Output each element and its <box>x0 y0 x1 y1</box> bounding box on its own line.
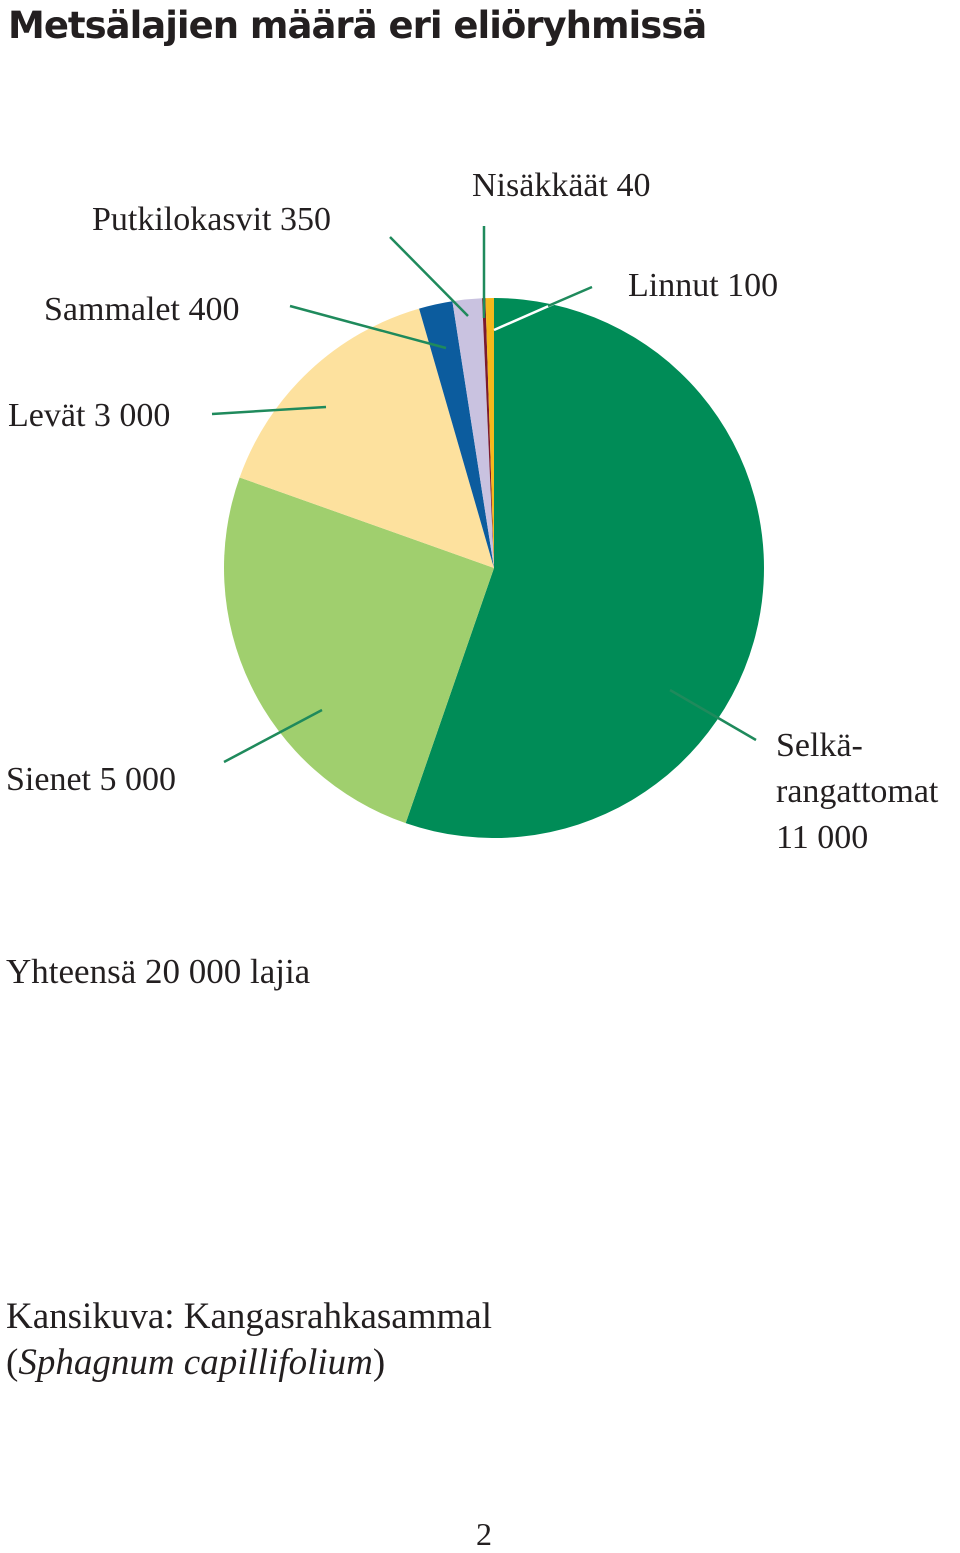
cover-caption: Kansikuva: Kangasrahkasammal (Sphagnum c… <box>6 1294 492 1386</box>
leader-line-2 <box>223 708 323 764</box>
leader-line-4 <box>289 304 447 350</box>
leader-line-1 <box>669 688 757 742</box>
total-species: Yhteensä 20 000 lajia <box>6 952 311 991</box>
caption-line2: (Sphagnum capillifolium) <box>6 1340 492 1386</box>
leader-line-3 <box>211 405 327 416</box>
caption-paren-open: ( <box>6 1342 19 1383</box>
label-putkilokasvit: Putkilokasvit 350 <box>92 201 331 238</box>
label-selkarangattomat-line3: 11 000 <box>776 819 868 856</box>
pie-slice-4 <box>419 301 494 568</box>
pie-slices <box>224 298 765 838</box>
pie-slice-3 <box>239 308 494 568</box>
label-levat: Levät 3 000 <box>8 397 170 434</box>
label-sienet: Sienet 5 000 <box>6 761 176 798</box>
leader-lines <box>211 226 757 764</box>
pie-chart: Putkilokasvit 350 Nisäkkäät 40 Linnut 10… <box>6 167 939 856</box>
caption-species: Sphagnum capillifolium <box>18 1342 373 1383</box>
chart-title: Metsälajien määrä eri eliöryhmissä <box>8 4 707 47</box>
label-selkarangattomat-line2: rangattomat <box>776 773 939 810</box>
label-nisakkaat: Nisäkkäät 40 <box>472 167 650 204</box>
caption-paren-close: ) <box>372 1342 386 1383</box>
pie-slice-6 <box>482 298 494 568</box>
label-linnut: Linnut 100 <box>628 267 778 304</box>
pie-slice-5 <box>452 298 494 568</box>
leader-line-linnut-outer <box>547 285 593 308</box>
leader-line-5 <box>389 236 469 317</box>
label-sammalet: Sammalet 400 <box>44 291 239 328</box>
pie-slice-2 <box>224 477 495 824</box>
page-number: 2 <box>476 1516 492 1552</box>
pie-slice-7 <box>485 298 494 568</box>
label-selkarangattomat-line1: Selkä- <box>776 727 863 764</box>
pie-slice-1 <box>405 298 765 838</box>
caption-line1: Kansikuva: Kangasrahkasammal <box>6 1296 492 1337</box>
